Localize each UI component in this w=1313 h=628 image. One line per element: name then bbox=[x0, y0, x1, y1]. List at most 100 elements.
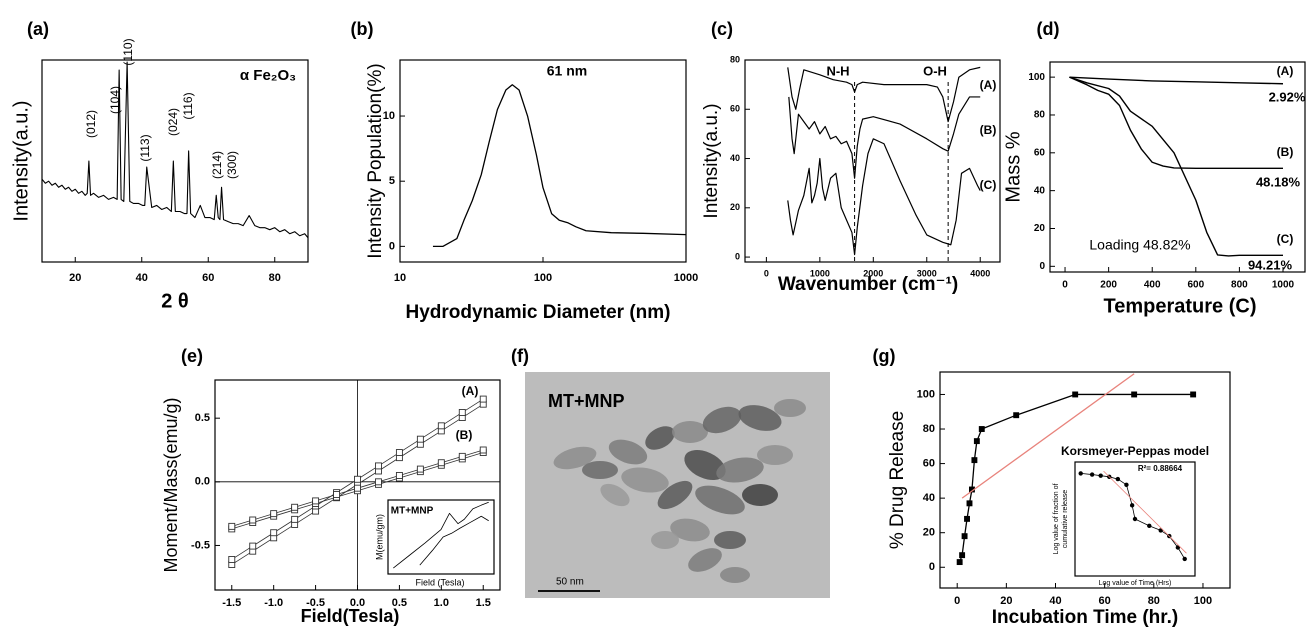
particle bbox=[600, 483, 630, 507]
x-tick-label: 2000 bbox=[863, 268, 883, 278]
point bbox=[1089, 472, 1095, 477]
series-name: (A) bbox=[980, 78, 997, 92]
point bbox=[354, 484, 361, 492]
particle bbox=[716, 457, 764, 483]
point bbox=[1098, 473, 1103, 478]
series-line bbox=[393, 501, 489, 569]
point bbox=[1124, 482, 1129, 487]
series-line bbox=[432, 84, 687, 248]
particle bbox=[757, 445, 793, 465]
particle bbox=[657, 480, 693, 510]
plot-frame bbox=[1049, 61, 1306, 273]
series-line bbox=[787, 66, 981, 123]
x-tick-label: 1000 bbox=[1272, 280, 1295, 291]
point bbox=[479, 395, 487, 403]
point bbox=[375, 462, 382, 470]
panel-label: (d) bbox=[1037, 19, 1060, 39]
y-tick-label: 5 bbox=[389, 175, 395, 187]
panel-label: (b) bbox=[351, 19, 374, 39]
point bbox=[291, 503, 299, 511]
particle bbox=[621, 467, 669, 493]
chart-title: Korsmeyer-Peppas model bbox=[1061, 444, 1209, 458]
point bbox=[1132, 516, 1138, 522]
series-name: (A) bbox=[1277, 64, 1294, 78]
point bbox=[333, 491, 340, 498]
annotation: N-H bbox=[826, 63, 849, 78]
series-line bbox=[419, 515, 489, 566]
point bbox=[961, 533, 968, 540]
x-axis-label: Field(Tesla) bbox=[301, 606, 400, 626]
panel-label: (g) bbox=[873, 346, 896, 366]
y-axis-label: Mass % bbox=[1002, 131, 1024, 202]
x-tick-label: 0 bbox=[1062, 280, 1068, 291]
particle bbox=[774, 399, 806, 417]
panel-label: (f) bbox=[511, 346, 529, 366]
annotation: 61 nm bbox=[547, 63, 587, 79]
point bbox=[978, 426, 985, 432]
y-tick-label: 0.5 bbox=[195, 412, 210, 424]
tem-image: 50 nm MT+MNP (f) bbox=[511, 346, 830, 598]
x-tick-label: 0 bbox=[954, 595, 960, 607]
point bbox=[458, 452, 466, 460]
particle bbox=[672, 421, 708, 443]
particle bbox=[608, 439, 648, 465]
x-axis-label: Incubation Time (hr.) bbox=[992, 607, 1179, 628]
y-axis-label: % Drug Release bbox=[887, 411, 908, 549]
series-name: (B) bbox=[1277, 145, 1294, 159]
point bbox=[416, 435, 424, 443]
x-tick-label: 60 bbox=[202, 272, 214, 284]
plot-frame bbox=[387, 499, 495, 575]
x-tick-label: 10 bbox=[394, 272, 406, 284]
y-tick-label: 20 bbox=[1034, 223, 1046, 234]
y-tick-label: 40 bbox=[730, 153, 740, 163]
series-name: (A) bbox=[462, 384, 479, 398]
particles bbox=[553, 399, 806, 583]
series-line bbox=[787, 138, 981, 256]
x-tick-label: 80 bbox=[1148, 595, 1160, 607]
annotation: (214) bbox=[210, 151, 224, 179]
point bbox=[1013, 412, 1020, 419]
point bbox=[291, 515, 299, 523]
y-tick-label: 100 bbox=[1028, 72, 1045, 83]
point bbox=[1072, 391, 1079, 398]
particle bbox=[645, 426, 675, 450]
series-name: (C) bbox=[980, 178, 997, 192]
x-tick-label: 40 bbox=[136, 272, 148, 284]
point bbox=[1129, 503, 1135, 508]
x-tick-label: 400 bbox=[1144, 280, 1161, 291]
y-tick-label: 60 bbox=[1034, 147, 1046, 158]
x-tick-label: 200 bbox=[1100, 280, 1117, 291]
y-tick-label: 0 bbox=[1039, 261, 1045, 272]
y-tick-label: 80 bbox=[730, 54, 740, 64]
x-tick-label: 1000 bbox=[674, 272, 698, 284]
y-axis-label: Moment/Mass(emu/g) bbox=[161, 397, 181, 572]
annotation: (110) bbox=[121, 38, 135, 65]
point bbox=[416, 465, 424, 473]
point bbox=[375, 478, 382, 486]
particle bbox=[670, 518, 710, 542]
x-tick-label: 4000 bbox=[970, 268, 990, 278]
x-axis-label: Temperature (C) bbox=[1104, 295, 1257, 317]
y-tick-label: 60 bbox=[923, 457, 935, 469]
y-tick-label: 80 bbox=[923, 423, 935, 435]
y-tick-label: 40 bbox=[1034, 185, 1046, 196]
particle bbox=[688, 548, 722, 572]
x-tick-label: 1.5 bbox=[476, 597, 491, 609]
x-tick-label: 600 bbox=[1187, 280, 1204, 291]
series-line bbox=[41, 61, 309, 239]
annotation: (024) bbox=[166, 108, 180, 136]
annotation: (104) bbox=[108, 86, 122, 114]
point bbox=[437, 459, 445, 467]
point bbox=[1147, 523, 1152, 529]
plot-frame bbox=[399, 59, 687, 263]
series-line bbox=[961, 373, 1135, 499]
annotation: O-H bbox=[923, 63, 947, 78]
point bbox=[1182, 556, 1187, 562]
particle bbox=[702, 406, 742, 434]
point bbox=[1078, 471, 1083, 476]
x-tick-label: -0.5 bbox=[306, 597, 325, 609]
plot-frame bbox=[744, 59, 1001, 263]
x-tick-label: 0.5 bbox=[392, 597, 407, 609]
y-tick-label: 0 bbox=[735, 251, 740, 261]
